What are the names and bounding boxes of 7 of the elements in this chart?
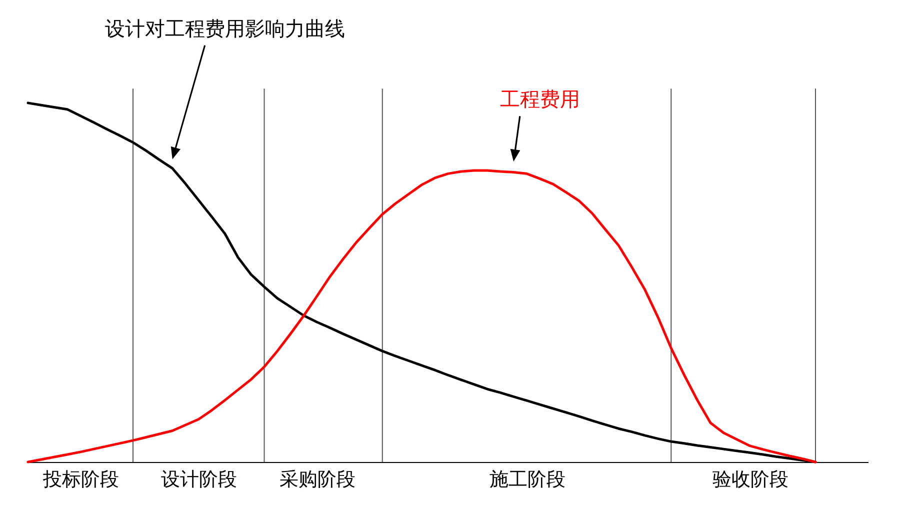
- text: 设计对工程费用影响力曲线: [104, 16, 345, 40]
- x-tick-label: 采购阶段: [279, 468, 356, 490]
- x-tick-label: 验收阶段: [712, 468, 788, 490]
- x-tick-label: 投标阶段: [42, 468, 119, 490]
- x-tick-label: 施工阶段: [489, 468, 566, 490]
- text: 工程费用: [500, 87, 580, 112]
- x-tick-label: 设计阶段: [161, 468, 238, 490]
